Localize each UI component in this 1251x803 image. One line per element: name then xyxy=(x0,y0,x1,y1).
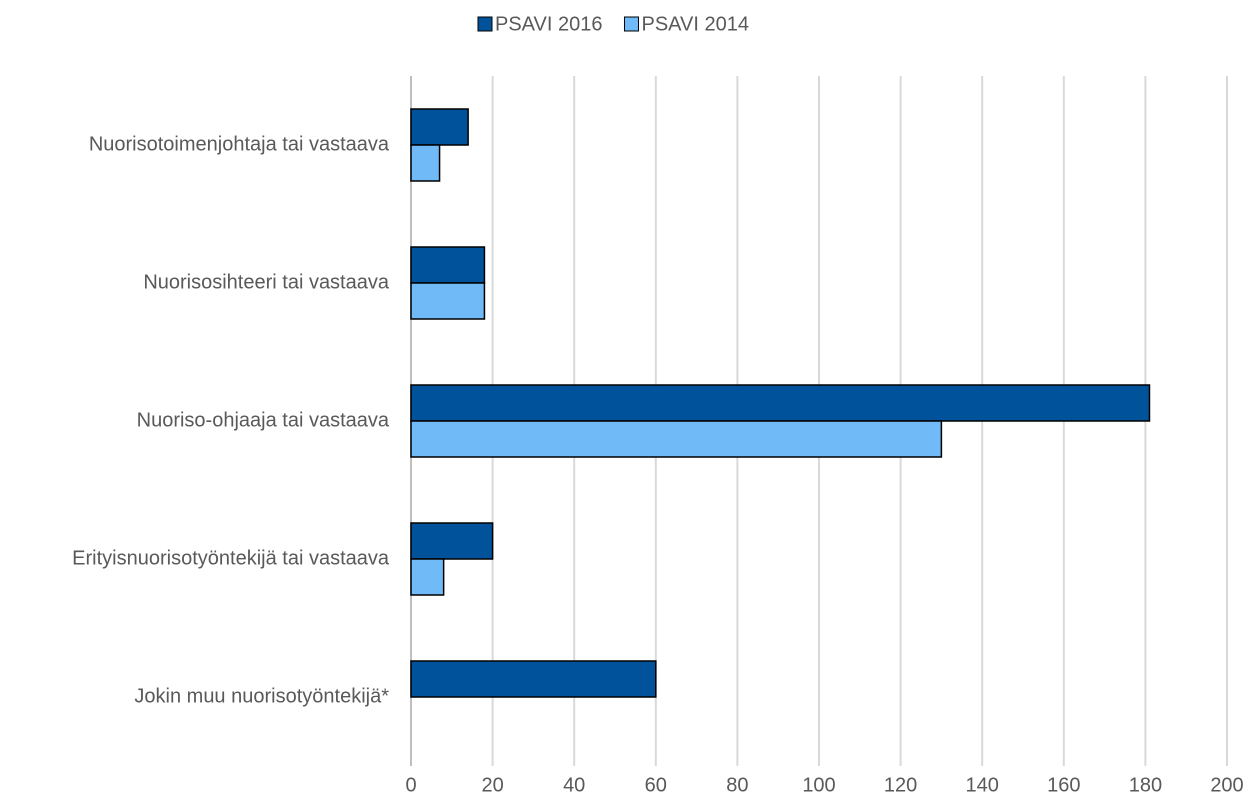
x-tick-label: 40 xyxy=(563,774,585,796)
x-tick-label: 120 xyxy=(884,774,917,796)
bar xyxy=(410,384,1151,422)
x-tick-label: 200 xyxy=(1210,774,1243,796)
bar xyxy=(410,522,494,560)
bar xyxy=(410,144,441,182)
x-tick-label: 160 xyxy=(1047,774,1080,796)
bar xyxy=(410,108,469,146)
y-tick-label: Nuoriso-ohjaaja tai vastaava xyxy=(137,409,390,431)
y-tick-label: Nuorisotoimenjohtaja tai vastaava xyxy=(89,133,390,155)
x-tick-label: 100 xyxy=(802,774,835,796)
bar xyxy=(410,558,445,596)
bar xyxy=(410,660,657,698)
x-tick-label: 60 xyxy=(645,774,667,796)
x-tick-label: 140 xyxy=(966,774,999,796)
legend-label: PSAVI 2016 xyxy=(495,13,602,35)
x-tick-label: 0 xyxy=(405,774,416,796)
x-tick-label: 80 xyxy=(726,774,748,796)
x-tick-label: 180 xyxy=(1129,774,1162,796)
legend-swatch xyxy=(623,16,639,32)
bar xyxy=(410,282,486,320)
legend-label: PSAVI 2014 xyxy=(641,13,748,35)
y-tick-label: Erityisnuorisotyöntekijä tai vastaava xyxy=(72,547,390,569)
y-tick-label: Jokin muu nuorisotyöntekijä* xyxy=(134,685,389,707)
bar xyxy=(410,420,943,458)
bar xyxy=(410,246,486,284)
x-tick-label: 20 xyxy=(481,774,503,796)
y-tick-label: Nuorisosihteeri tai vastaava xyxy=(143,271,390,293)
legend-swatch xyxy=(477,16,493,32)
